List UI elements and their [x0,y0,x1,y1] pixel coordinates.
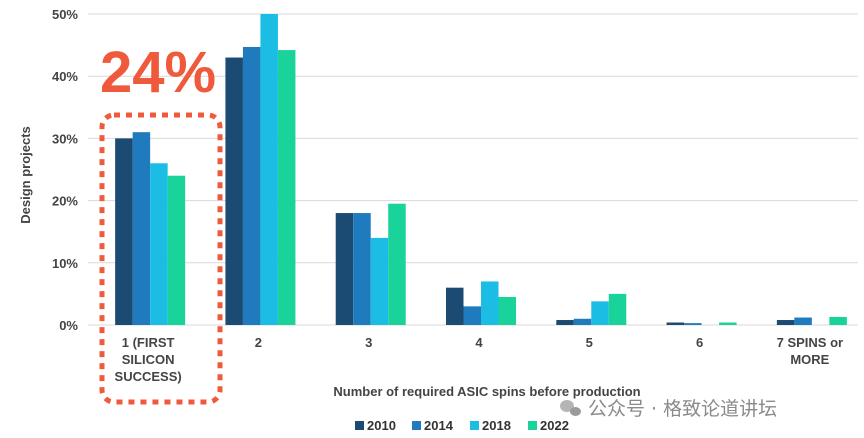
bar-2014-cat-3 [353,213,371,325]
bar-2010-cat-3 [335,213,354,325]
bar-2010-cat-5 [556,320,574,325]
y-axis-ticks: 0% 10% 20% 30% 40% 50% [52,7,78,333]
bar-2010-cat-2 [225,57,243,325]
bar-2010-cat-4 [446,287,464,325]
bar-2014-cat-4 [463,306,481,325]
x-tick-label: 5 [586,335,593,350]
y-tick-label: 20% [52,194,78,209]
x-tick-label: 1 (FIRST [122,335,175,350]
x-tick-label: 3 [365,335,372,350]
bar-2022-cat-5 [608,293,627,325]
bar-2018-cat-2 [260,14,278,325]
y-tick-label: 30% [52,131,78,146]
bar-2014-cat-1 [132,132,151,325]
legend-swatch-2022 [528,421,537,430]
highlight-annotation: 24% [100,40,216,105]
bar-2022-cat-2 [277,50,296,326]
bar-2018-cat-3 [370,237,389,325]
y-axis-title: Design projects [18,126,33,224]
bar-2022-cat-7 [829,316,847,325]
x-axis-title: Number of required ASIC spins before pro… [333,384,640,399]
x-tick-label: 7 SPINS or [777,335,843,350]
bar-2010-cat-1 [115,138,133,325]
x-axis-ticks: 1 (FIRST SILICON SUCCESS) 2 3 4 5 6 7 SPINS or MO… [115,335,844,384]
bars [115,14,847,326]
bar-2014-cat-5 [573,318,592,325]
y-tick-label: 0% [59,318,78,333]
bar-2022-cat-3 [388,203,406,325]
y-tick-label: 50% [52,7,78,22]
wechat-icon [560,398,582,418]
bar-2022-cat-6 [719,322,737,325]
legend-swatch-2014 [412,421,421,430]
x-tick-label: 2 [255,335,262,350]
x-tick-label: SILICON [122,352,175,367]
bar-2014-cat-7 [794,317,812,325]
watermark-text: 公众号 · 格致论道讲坛 [588,398,778,420]
bar-2010-cat-7 [776,320,795,325]
legend-label-2018: 2018 [482,418,511,433]
bar-2010-cat-6 [666,322,685,325]
x-tick-label: SUCCESS) [115,369,182,384]
legend-swatch-2018 [470,421,479,430]
x-tick-label: 4 [475,335,483,350]
bar-2014-cat-2 [242,46,261,325]
y-tick-label: 10% [52,256,78,271]
legend-label-2010: 2010 [367,418,396,433]
legend-label-2014: 2014 [424,418,454,433]
bar-2014-cat-6 [684,323,702,325]
bar-2022-cat-4 [498,297,516,325]
bar-2018-cat-5 [591,301,609,325]
x-tick-label: 6 [696,335,703,350]
legend-swatch-2010 [355,421,364,430]
bar-2022-cat-1 [167,175,186,325]
highlight-box [99,112,223,405]
legend: 2010 2014 2018 2022 [355,418,569,433]
bar-2018-cat-1 [150,163,168,325]
legend-label-2022: 2022 [540,418,569,433]
watermark: 公众号 · 格致论道讲坛 [560,394,777,421]
bar-2018-cat-4 [481,281,499,325]
y-tick-label: 40% [52,69,78,84]
x-tick-label: MORE [790,352,829,367]
